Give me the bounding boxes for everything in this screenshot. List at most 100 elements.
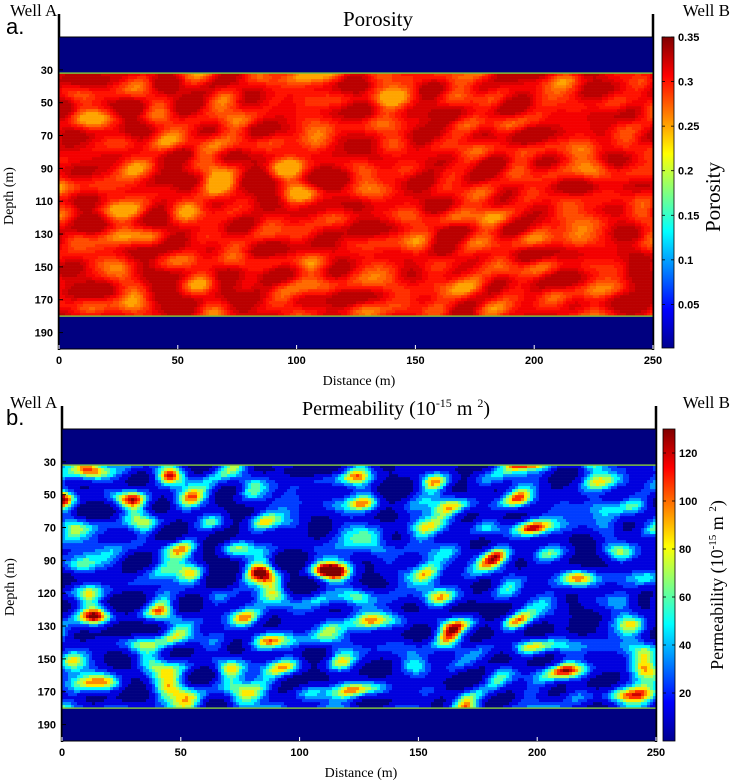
field-cell — [626, 142, 629, 145]
field-cell — [584, 145, 587, 148]
field-cell — [374, 94, 377, 97]
field-cell — [611, 106, 614, 109]
field-cell — [578, 109, 581, 112]
field-cell — [224, 91, 227, 94]
field-cell — [308, 127, 311, 130]
field-cell — [416, 145, 419, 148]
field-cell — [239, 133, 242, 136]
field-cell — [341, 76, 344, 79]
field-cell — [602, 112, 605, 115]
field-cell — [125, 139, 128, 142]
field-cell — [149, 133, 152, 136]
field-cell — [110, 124, 113, 127]
field-cell — [275, 133, 278, 136]
field-cell — [566, 145, 569, 148]
field-cell — [260, 85, 263, 88]
field-cell — [626, 76, 629, 79]
field-cell — [284, 85, 287, 88]
field-cell — [83, 85, 86, 88]
field-cell — [425, 142, 428, 145]
field-cell — [464, 103, 467, 106]
field-cell — [164, 142, 167, 145]
field-cell — [644, 106, 647, 109]
field-cell — [74, 139, 77, 142]
field-cell — [71, 127, 74, 130]
field-cell — [71, 145, 74, 148]
field-cell — [179, 112, 182, 115]
field-cell — [98, 136, 101, 139]
field-cell — [269, 127, 272, 130]
field-cell — [296, 136, 299, 139]
field-cell — [386, 88, 389, 91]
field-cell — [167, 112, 170, 115]
field-cell — [173, 121, 176, 124]
field-cell — [410, 133, 413, 136]
field-cell — [164, 79, 167, 82]
field-cell — [320, 97, 323, 100]
field-cell — [332, 79, 335, 82]
field-cell — [578, 91, 581, 94]
field-cell — [575, 112, 578, 115]
field-cell — [518, 130, 521, 133]
field-cell — [578, 76, 581, 79]
field-cell — [197, 88, 200, 91]
field-cell — [560, 136, 563, 139]
field-cell — [281, 127, 284, 130]
field-cell — [146, 103, 149, 106]
field-cell — [428, 100, 431, 103]
field-cell — [434, 100, 437, 103]
field-cell — [74, 115, 77, 118]
field-cell — [347, 76, 350, 79]
field-cell — [599, 127, 602, 130]
field-cell — [233, 127, 236, 130]
field-cell — [236, 91, 239, 94]
field-cell — [149, 148, 152, 151]
field-cell — [515, 118, 518, 121]
field-cell — [203, 94, 206, 97]
field-cell — [443, 127, 446, 130]
field-cell — [569, 133, 572, 136]
field-cell — [263, 142, 266, 145]
field-cell — [446, 79, 449, 82]
field-cell — [332, 127, 335, 130]
field-cell — [506, 133, 509, 136]
field-cell — [92, 82, 95, 85]
field-cell — [515, 85, 518, 88]
field-cell — [299, 145, 302, 148]
field-cell — [563, 124, 566, 127]
field-cell — [542, 103, 545, 106]
field-cell — [83, 100, 86, 103]
field-cell — [380, 136, 383, 139]
field-cell — [191, 124, 194, 127]
field-cell — [338, 76, 341, 79]
field-cell — [347, 139, 350, 142]
field-cell — [110, 142, 113, 145]
field-cell — [80, 103, 83, 106]
field-cell — [620, 118, 623, 121]
field-cell — [284, 124, 287, 127]
field-cell — [455, 94, 458, 97]
field-cell — [272, 106, 275, 109]
field-cell — [605, 127, 608, 130]
field-cell — [134, 85, 137, 88]
field-cell — [266, 100, 269, 103]
field-cell — [497, 79, 500, 82]
field-cell — [311, 91, 314, 94]
field-cell — [212, 85, 215, 88]
field-cell — [413, 82, 416, 85]
field-cell — [626, 79, 629, 82]
field-cell — [329, 88, 332, 91]
field-cell — [611, 94, 614, 97]
field-cell — [359, 142, 362, 145]
field-cell — [320, 106, 323, 109]
field-cell — [575, 139, 578, 142]
field-cell — [89, 142, 92, 145]
field-cell — [92, 103, 95, 106]
field-cell — [641, 97, 644, 100]
field-cell — [65, 121, 68, 124]
field-cell — [542, 79, 545, 82]
field-cell — [113, 106, 116, 109]
field-cell — [296, 112, 299, 115]
field-cell — [599, 103, 602, 106]
field-cell — [563, 145, 566, 148]
